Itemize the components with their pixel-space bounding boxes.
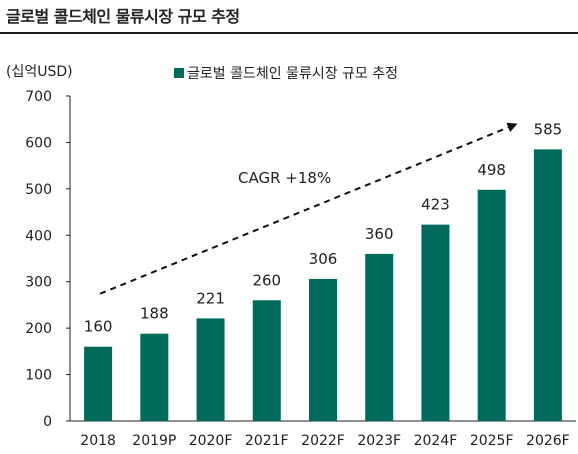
bar xyxy=(252,300,281,421)
bar xyxy=(196,318,225,421)
cagr-arrow xyxy=(99,122,518,295)
bar xyxy=(140,333,169,421)
x-tick-label: 2019P xyxy=(132,433,176,449)
legend-label: 글로벌 콜드체인 물류시장 규모 추정 xyxy=(187,66,398,82)
x-tick-label: 2022F xyxy=(301,433,345,449)
y-tick-label: 300 xyxy=(25,275,52,291)
title-divider xyxy=(0,32,578,34)
bar xyxy=(533,149,562,421)
x-axis: 2018 2019P 2020F 2021F 2022F 2023F 2024F 2025F 2… xyxy=(70,420,576,449)
cagr-label: CAGR +18% xyxy=(238,169,331,187)
x-tick-label: 2021F xyxy=(245,433,289,449)
y-axis: 0 100 200 300 400 500 600 700 xyxy=(25,89,71,430)
data-label: 585 xyxy=(534,120,563,138)
data-label: 360 xyxy=(365,225,394,243)
page-title: 글로벌 콜드체인 물류시장 규모 추정 xyxy=(6,7,240,26)
bar xyxy=(421,224,450,421)
legend-swatch xyxy=(174,68,184,78)
data-label: 221 xyxy=(196,289,225,307)
bar xyxy=(477,189,506,421)
y-tick-label: 400 xyxy=(25,228,52,244)
data-label: 160 xyxy=(84,318,113,336)
y-tick-label: 200 xyxy=(25,321,52,337)
x-tick-label: 2024F xyxy=(414,433,458,449)
bar xyxy=(84,346,113,421)
y-tick-label: 100 xyxy=(25,368,52,384)
data-label: 260 xyxy=(252,271,281,289)
value-labels: 160 188 221 260 306 360 423 498 585 xyxy=(84,120,562,335)
data-label: 498 xyxy=(477,161,506,179)
x-tick-label: 2020F xyxy=(189,433,233,449)
data-label: 188 xyxy=(140,305,169,323)
cagr-annotation: CAGR +18% xyxy=(99,122,518,295)
y-tick-label: 600 xyxy=(25,135,52,151)
bars xyxy=(84,149,562,421)
data-label: 306 xyxy=(309,250,338,268)
bar xyxy=(309,278,337,421)
x-tick-label: 2023F xyxy=(357,433,401,449)
y-tick-label: 500 xyxy=(25,182,52,198)
y-tick-label: 700 xyxy=(25,89,52,105)
y-axis-unit-label: (십억USD) xyxy=(6,64,73,80)
x-tick-label: 2026F xyxy=(526,433,570,449)
bar xyxy=(365,253,394,421)
legend: 글로벌 콜드체인 물류시장 규모 추정 xyxy=(174,66,398,82)
x-tick-label: 2025F xyxy=(470,433,514,449)
x-tick-label: 2018 xyxy=(80,433,116,449)
y-tick-label: 0 xyxy=(43,414,52,430)
data-label: 423 xyxy=(421,196,450,214)
